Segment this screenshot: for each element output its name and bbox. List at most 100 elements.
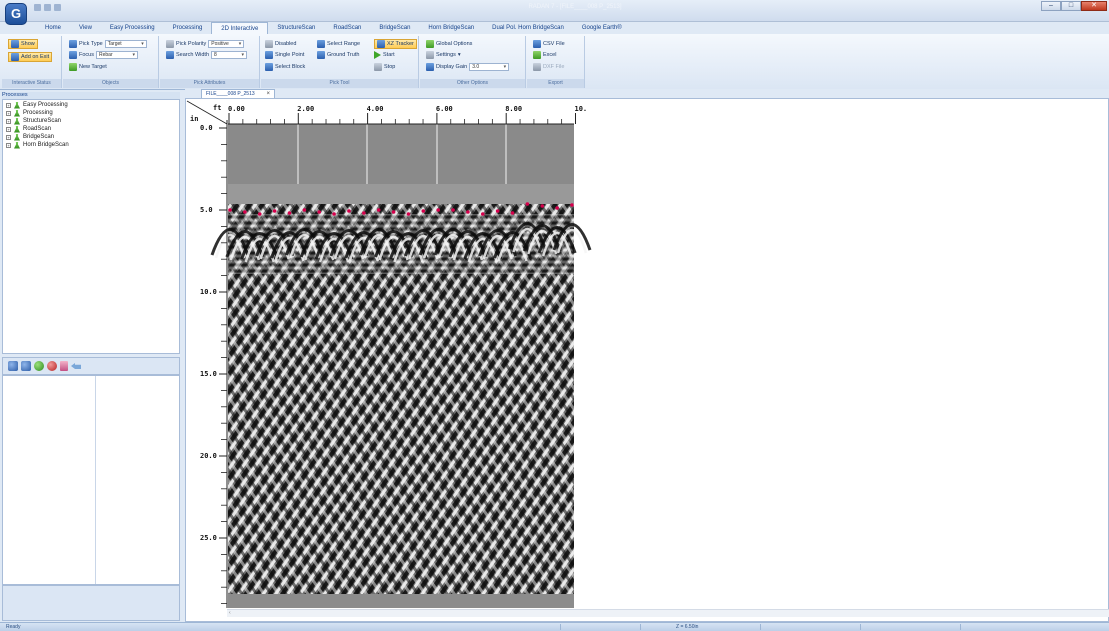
- tab-horn-bridgescan[interactable]: Horn BridgeScan: [428, 25, 475, 31]
- tab-dual-pol-horn-bridgescan[interactable]: Dual Pol. Horn BridgeScan: [492, 25, 564, 31]
- target-pick-dot[interactable]: [302, 208, 307, 212]
- target-pick-dot[interactable]: [317, 210, 322, 214]
- bottom-layer: [228, 594, 574, 608]
- tree-item-processing[interactable]: + Processing: [6, 109, 179, 117]
- csv-file-button[interactable]: CSV File: [533, 39, 565, 49]
- target-picks[interactable]: [228, 202, 574, 216]
- document-tab[interactable]: FILE____008 P_2513 ×: [201, 89, 275, 98]
- expand-icon[interactable]: +: [6, 102, 11, 108]
- target-pick-dot[interactable]: [347, 209, 351, 213]
- target-pick-dot[interactable]: [332, 212, 336, 216]
- tab-easy-processing[interactable]: Easy Processing: [109, 25, 155, 31]
- search-width-select[interactable]: 8 ▾: [211, 51, 248, 59]
- pick-polarity-select[interactable]: Positive ▾: [208, 40, 245, 48]
- display-gain-control[interactable]: Display Gain 3.0 ▾: [426, 62, 510, 72]
- maximize-button[interactable]: □: [1061, 1, 1081, 11]
- tree-item-roadscan[interactable]: + RoadScan: [6, 125, 179, 133]
- expand-icon[interactable]: +: [6, 126, 11, 132]
- flask-icon[interactable]: [60, 361, 68, 371]
- target-pick-dot[interactable]: [391, 210, 396, 214]
- target-pick-dot[interactable]: [466, 210, 470, 214]
- undo-icon[interactable]: [71, 363, 81, 369]
- focus-select[interactable]: Rebar ▾: [95, 51, 138, 59]
- target-pick-dot[interactable]: [451, 208, 455, 212]
- minimize-button[interactable]: –: [1041, 1, 1061, 11]
- target-pick-dot[interactable]: [570, 203, 574, 207]
- panel-splitter[interactable]: [181, 92, 185, 622]
- target-pick-dot[interactable]: [243, 210, 247, 214]
- tab-structurescan[interactable]: StructureScan: [277, 25, 316, 31]
- target-pick-dot[interactable]: [480, 212, 485, 216]
- target-pick-dot[interactable]: [540, 204, 545, 208]
- global-options-button[interactable]: Global Options: [426, 39, 472, 49]
- show-button[interactable]: Show: [8, 39, 38, 49]
- tree-item-easy-processing[interactable]: + Easy Processing: [6, 101, 179, 109]
- display-gain-select[interactable]: 3.0 ▾: [469, 63, 510, 71]
- pick-polarity-control[interactable]: Pick Polarity Positive ▾: [166, 39, 245, 49]
- target-pick-dot[interactable]: [272, 209, 277, 213]
- remove-icon[interactable]: [47, 361, 57, 371]
- dxf-file-button[interactable]: DXF File: [533, 62, 564, 72]
- quick-access-toolbar[interactable]: [34, 4, 64, 12]
- target-pick-dot[interactable]: [257, 212, 262, 216]
- target-pick-dot[interactable]: [510, 211, 515, 215]
- tab-home[interactable]: Home: [45, 25, 62, 31]
- target-pick-dot[interactable]: [287, 211, 292, 215]
- target-pick-dot[interactable]: [362, 211, 366, 215]
- run-icon[interactable]: [34, 361, 44, 371]
- target-pick-dot[interactable]: [376, 208, 381, 212]
- properties-divider[interactable]: [95, 376, 96, 584]
- target-pick-dot[interactable]: [555, 206, 559, 210]
- disabled-button[interactable]: Disabled: [265, 39, 296, 49]
- single-point-button[interactable]: Single Point: [265, 50, 304, 60]
- tab-roadscan[interactable]: RoadScan: [333, 25, 362, 31]
- expand-icon[interactable]: +: [6, 134, 11, 140]
- forward-icon[interactable]: [21, 361, 31, 371]
- horizontal-scrollbar[interactable]: ‹: [227, 609, 1109, 617]
- start-button[interactable]: Start: [374, 50, 395, 60]
- globe-icon: [426, 40, 434, 48]
- tab-processing[interactable]: Processing: [172, 25, 203, 31]
- close-button[interactable]: ✕: [1081, 1, 1107, 11]
- tree-item-bridgescan[interactable]: + BridgeScan: [6, 133, 179, 141]
- stop-button[interactable]: Stop: [374, 62, 395, 72]
- pick-type-control[interactable]: Pick Type Target ▾: [69, 39, 147, 49]
- back-icon[interactable]: [8, 361, 18, 371]
- pick-type-select[interactable]: Target ▾: [104, 40, 147, 48]
- ground-truth-button[interactable]: Ground Truth: [317, 50, 359, 60]
- target-pick-dot[interactable]: [421, 209, 426, 213]
- tree-item-horn-bridgescan[interactable]: + Horn BridgeScan: [6, 141, 179, 149]
- tab-2d-interactive[interactable]: 2D Interactive: [211, 22, 269, 34]
- rebar-hyperbola: [274, 237, 305, 262]
- target-pick-dot[interactable]: [436, 208, 440, 212]
- target-pick-dot[interactable]: [228, 208, 232, 212]
- rebar-hyperbola: [363, 234, 394, 259]
- tab-view[interactable]: View: [79, 25, 92, 31]
- rebar-hyperbola: [437, 234, 469, 259]
- expand-icon[interactable]: +: [6, 142, 11, 148]
- excel-button[interactable]: Excel: [533, 50, 556, 60]
- target-pick-dot[interactable]: [525, 202, 530, 206]
- rebar-hyperbola: [289, 234, 320, 259]
- single-point-icon: [265, 51, 273, 59]
- focus-control[interactable]: Focus Rebar ▾: [69, 50, 138, 60]
- tree-item-structurescan[interactable]: + StructureScan: [6, 117, 179, 125]
- application-menu-button[interactable]: G: [5, 3, 27, 25]
- select-range-button[interactable]: Select Range: [317, 39, 360, 49]
- xz-tracker-button[interactable]: XZ Tracker: [374, 39, 417, 49]
- expand-icon[interactable]: +: [6, 118, 11, 124]
- new-target-button[interactable]: New Target: [69, 62, 107, 72]
- tab-bridgescan[interactable]: BridgeScan: [379, 25, 411, 31]
- add-on-exit-button[interactable]: Add on Exit: [8, 52, 53, 62]
- settings-button[interactable]: Settings ▾: [426, 50, 461, 60]
- target-pick-dot[interactable]: [495, 209, 500, 213]
- close-tab-icon[interactable]: ×: [266, 91, 270, 97]
- search-width-control[interactable]: Search Width 8 ▾: [166, 50, 248, 60]
- tab-google-earth[interactable]: Google Earth®: [581, 25, 622, 31]
- xz-tracker-icon: [377, 40, 385, 48]
- expand-icon[interactable]: +: [6, 110, 11, 116]
- target-pick-dot[interactable]: [406, 212, 411, 216]
- select-block-button[interactable]: Select Block: [265, 62, 305, 72]
- display-gain-value: 3.0: [472, 64, 480, 70]
